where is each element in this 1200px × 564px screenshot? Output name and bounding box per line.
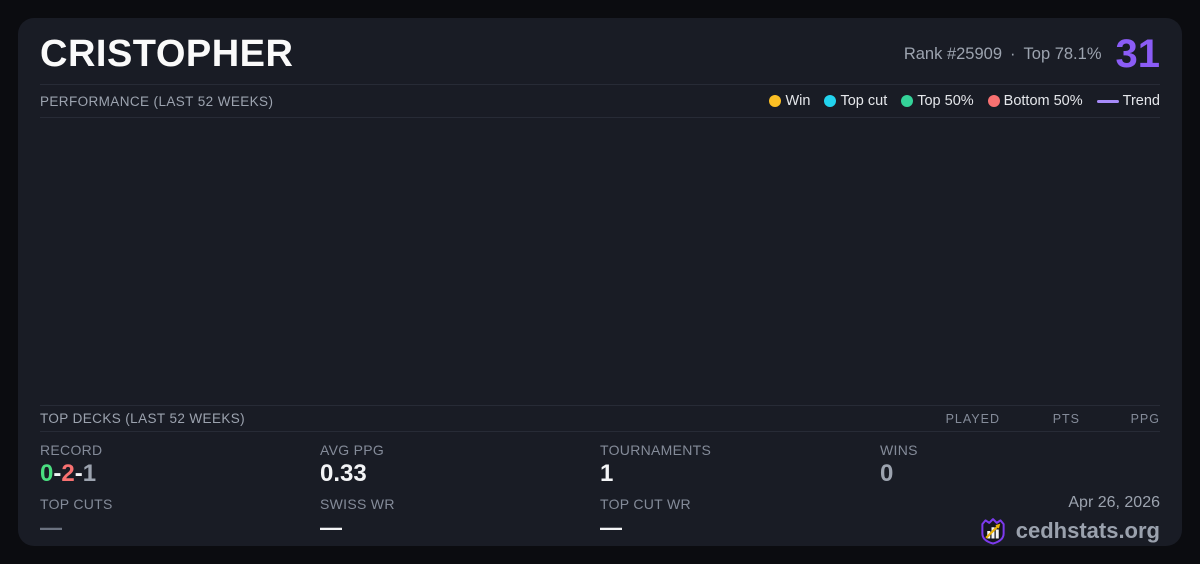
stat-tournaments: TOURNAMENTS 1 bbox=[600, 438, 880, 492]
footer-date: Apr 26, 2026 bbox=[1068, 494, 1160, 511]
legend-item-trend: Trend bbox=[1096, 93, 1160, 109]
legend-label: Bottom 50% bbox=[1003, 93, 1083, 109]
stat-record: RECORD 0-2-1 bbox=[40, 438, 320, 492]
record-separator: - bbox=[74, 460, 83, 487]
legend-item-win: Win bbox=[769, 93, 810, 109]
top-cut-wr-value: — bbox=[600, 515, 622, 540]
stat-label: RECORD bbox=[40, 442, 103, 458]
top-50-dot-icon bbox=[901, 95, 914, 107]
stat-label: TOURNAMENTS bbox=[600, 442, 712, 458]
top-decks-header: TOP DECKS (LAST 52 WEEKS) PLAYED PTS PPG bbox=[40, 406, 1160, 432]
performance-chart bbox=[40, 118, 1160, 406]
player-stats-card: CRISTOPHER Rank #25909 · Top 78.1% 31 PE… bbox=[18, 18, 1182, 546]
tournaments-value: 1 bbox=[600, 460, 614, 487]
legend-label: Trend bbox=[1122, 93, 1160, 109]
brand-row: cedhstats.org bbox=[978, 516, 1160, 546]
top-cut-dot-icon bbox=[824, 95, 837, 107]
stat-label: TOP CUTS bbox=[40, 496, 113, 512]
swiss-wr-value: — bbox=[320, 515, 342, 540]
page-title: CRISTOPHER bbox=[40, 32, 294, 75]
record-losses: 2 bbox=[61, 460, 75, 487]
top-decks-columns: PLAYED PTS PPG bbox=[920, 412, 1160, 426]
legend-label: Top 50% bbox=[917, 93, 974, 109]
trend-line-icon bbox=[1096, 99, 1119, 103]
stat-label: TOP CUT WR bbox=[600, 496, 691, 512]
record-value: 0-2-1 bbox=[40, 460, 320, 487]
brand-name: cedhstats.org bbox=[1015, 518, 1160, 543]
legend-label: Top cut bbox=[840, 93, 888, 109]
chart-legend: Win Top cut Top 50% Bottom 50% Trend bbox=[769, 93, 1160, 109]
rank-text: Rank #25909 bbox=[903, 44, 1003, 63]
rank-line: Rank #25909 · Top 78.1% bbox=[904, 45, 1102, 64]
win-dot-icon bbox=[769, 95, 782, 107]
stat-top-cuts: TOP CUTS — bbox=[40, 492, 320, 546]
stat-top-cut-wr: TOP CUT WR — bbox=[600, 492, 880, 546]
stat-label: AVG PPG bbox=[320, 442, 385, 458]
record-separator: - bbox=[53, 460, 62, 487]
wins-value: 0 bbox=[880, 460, 894, 487]
column-header-pts: PTS bbox=[1052, 411, 1080, 426]
legend-item-bottom-50: Bottom 50% bbox=[987, 93, 1083, 109]
stat-swiss-wr: SWISS WR — bbox=[320, 492, 600, 546]
rank-separator: · bbox=[1010, 44, 1016, 63]
legend-label: Win bbox=[785, 93, 811, 109]
card-header: CRISTOPHER Rank #25909 · Top 78.1% 31 bbox=[40, 18, 1160, 85]
cedhstats-logo-icon bbox=[981, 518, 1005, 545]
record-draws: 1 bbox=[82, 460, 97, 487]
player-score: 31 bbox=[1115, 32, 1161, 76]
stat-label: WINS bbox=[880, 442, 918, 458]
bottom-50-dot-icon bbox=[987, 95, 1000, 107]
column-header-played: PLAYED bbox=[945, 411, 1000, 426]
stats-grid: RECORD 0-2-1 AVG PPG 0.33 TOURNAMENTS 1 … bbox=[40, 432, 1160, 546]
top-percent-text: Top 78.1% bbox=[1023, 44, 1102, 63]
legend-item-top-50: Top 50% bbox=[901, 93, 974, 109]
top-cuts-value: — bbox=[40, 515, 62, 540]
legend-item-top-cut: Top cut bbox=[824, 93, 887, 109]
column-header-ppg: PPG bbox=[1130, 411, 1160, 426]
performance-section-header: PERFORMANCE (LAST 52 WEEKS) Win Top cut … bbox=[40, 85, 1160, 118]
stat-wins: WINS 0 bbox=[880, 438, 1160, 492]
stat-avg-ppg: AVG PPG 0.33 bbox=[320, 438, 600, 492]
performance-title: PERFORMANCE (LAST 52 WEEKS) bbox=[40, 93, 274, 109]
card-footer: Apr 26, 2026 cedhstats.org bbox=[880, 492, 1160, 546]
rank-summary: Rank #25909 · Top 78.1% 31 bbox=[904, 34, 1160, 74]
avg-ppg-value: 0.33 bbox=[320, 460, 367, 487]
record-wins: 0 bbox=[40, 460, 54, 487]
stat-label: SWISS WR bbox=[320, 496, 395, 512]
top-decks-title: TOP DECKS (LAST 52 WEEKS) bbox=[40, 411, 246, 426]
